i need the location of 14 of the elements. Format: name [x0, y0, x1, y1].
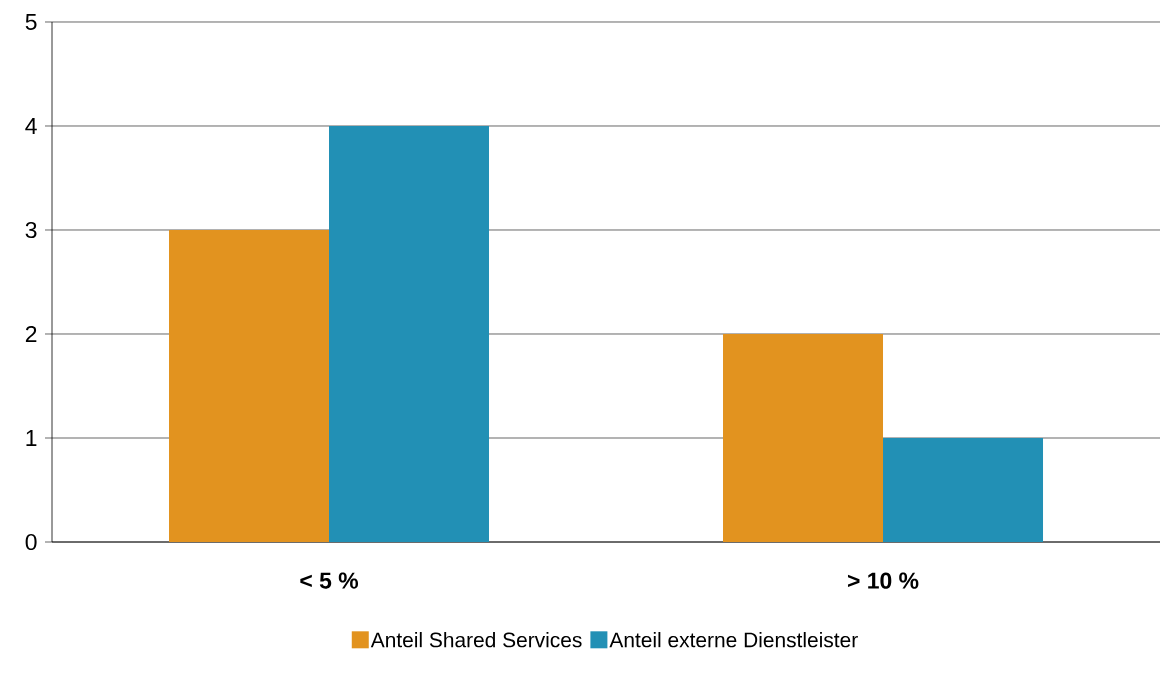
x-tick-label: > 10 %	[847, 572, 919, 589]
bar	[883, 438, 1044, 542]
y-tick-label: 1	[26, 430, 37, 446]
x-tick-label: < 5 %	[300, 572, 359, 589]
y-tick-label: 5	[25, 14, 37, 30]
y-tick-label: 2	[25, 326, 37, 342]
bar	[329, 126, 490, 542]
legend-label: Anteil externe Dienstleister	[609, 631, 858, 648]
y-tick-label: 3	[25, 221, 37, 239]
bar	[169, 230, 329, 542]
y-tick-label: 4	[25, 118, 37, 134]
legend-label: Anteil Shared Services	[370, 631, 582, 648]
bar	[723, 334, 884, 542]
y-tick-label: 0	[25, 533, 37, 551]
